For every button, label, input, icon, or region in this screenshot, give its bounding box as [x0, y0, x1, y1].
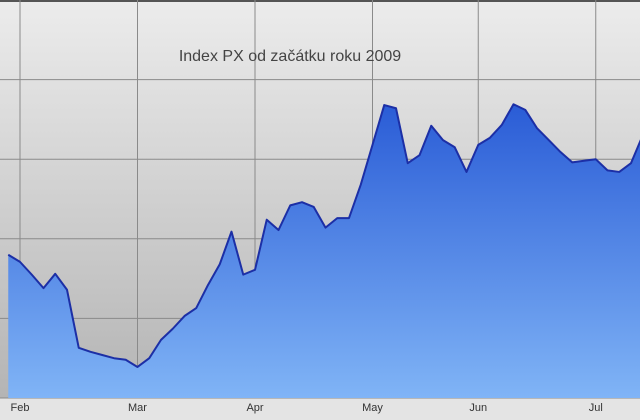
- line: [7, 103, 640, 368]
- x-tick-label: Apr: [246, 402, 263, 414]
- x-tick-label: Mar: [128, 402, 147, 414]
- x-tick-label: Feb: [11, 402, 30, 414]
- x-axis-band: [0, 398, 640, 420]
- area: [8, 104, 640, 398]
- x-tick-label: May: [362, 402, 383, 414]
- chart-title: Index PX od začátku roku 2009: [179, 48, 401, 65]
- x-tick-label: Jun: [469, 402, 487, 414]
- x-tick-label: Jul: [589, 402, 603, 414]
